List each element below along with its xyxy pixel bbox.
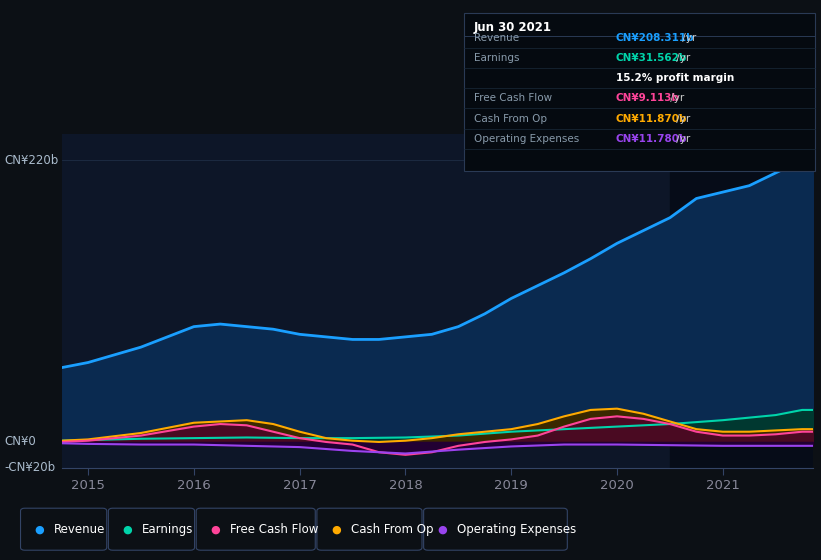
Text: ●: ● <box>438 524 447 534</box>
Text: ●: ● <box>210 524 220 534</box>
Text: CN¥0: CN¥0 <box>4 436 36 449</box>
Text: /yr: /yr <box>667 94 685 104</box>
Bar <box>670 134 813 468</box>
Text: CN¥208.311b: CN¥208.311b <box>616 33 695 43</box>
Text: CN¥11.780b: CN¥11.780b <box>616 134 687 144</box>
Text: -CN¥20b: -CN¥20b <box>4 461 55 474</box>
Text: Operating Expenses: Operating Expenses <box>457 522 576 536</box>
Text: Cash From Op: Cash From Op <box>474 114 547 124</box>
Text: /yr: /yr <box>673 134 690 144</box>
Text: Free Cash Flow: Free Cash Flow <box>474 94 552 104</box>
Text: ●: ● <box>122 524 132 534</box>
Text: /yr: /yr <box>673 53 690 63</box>
Text: ●: ● <box>331 524 341 534</box>
Text: Cash From Op: Cash From Op <box>351 522 433 536</box>
Text: /yr: /yr <box>673 114 690 124</box>
Text: /yr: /yr <box>679 33 696 43</box>
Text: 15.2% profit margin: 15.2% profit margin <box>616 73 734 83</box>
Text: CN¥11.870b: CN¥11.870b <box>616 114 687 124</box>
Text: ●: ● <box>34 524 44 534</box>
Text: CN¥9.113b: CN¥9.113b <box>616 94 680 104</box>
Text: Revenue: Revenue <box>474 33 519 43</box>
Text: Jun 30 2021: Jun 30 2021 <box>474 21 552 34</box>
Text: Earnings: Earnings <box>142 522 194 536</box>
Text: Free Cash Flow: Free Cash Flow <box>230 522 319 536</box>
Text: Revenue: Revenue <box>54 522 106 536</box>
Text: Operating Expenses: Operating Expenses <box>474 134 579 144</box>
Text: CN¥220b: CN¥220b <box>4 153 58 166</box>
Text: Earnings: Earnings <box>474 53 519 63</box>
Text: CN¥31.562b: CN¥31.562b <box>616 53 687 63</box>
